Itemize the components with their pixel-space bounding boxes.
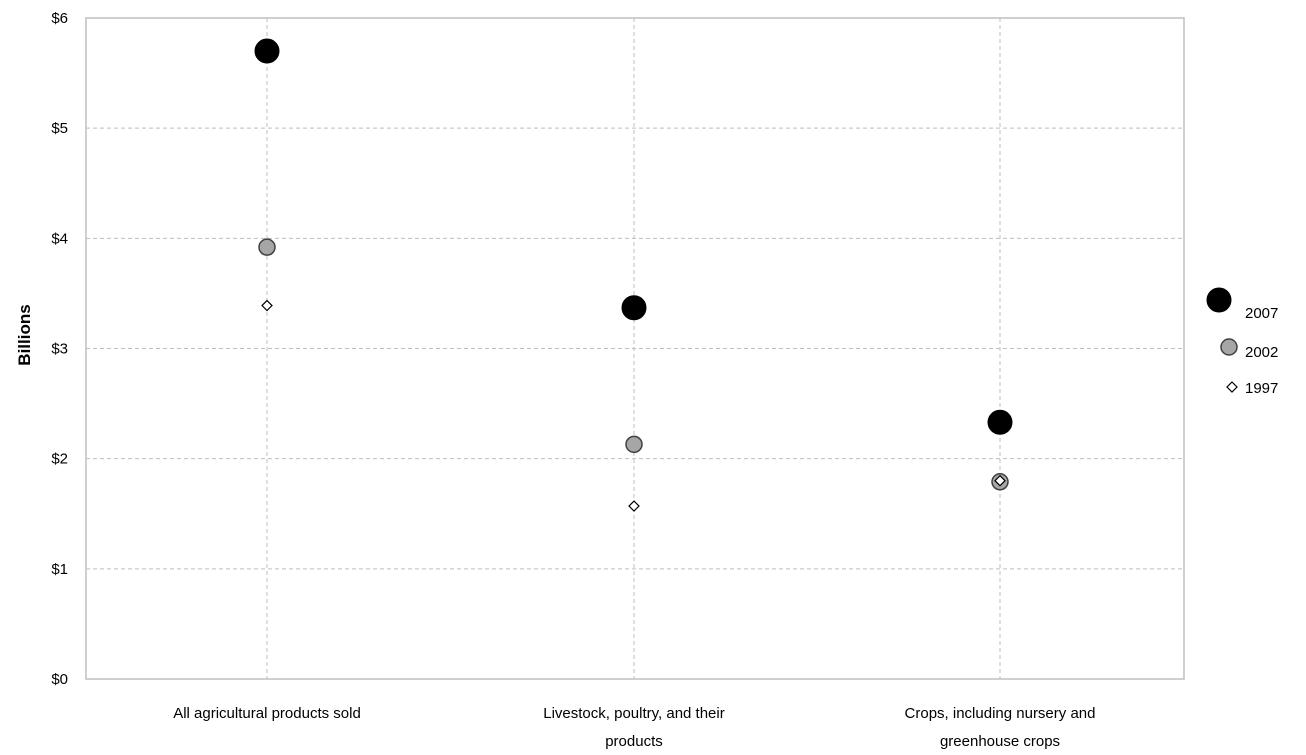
x-tick-label: All agricultural products sold [173,705,361,722]
x-axis: All agricultural products sold Livestock,… [173,705,1095,750]
legend-label: 2002 [1245,344,1278,361]
y-tick-label: $1 [51,561,68,578]
legend-item-2002: 2002 [1220,338,1278,361]
data-point-1997 [628,500,640,512]
y-axis: $0 $1 $2 $3 $4 $5 $6 [51,10,68,688]
legend-item-2007: 2007 [1206,287,1278,322]
x-tick-label: Livestock, poultry, and their [543,705,724,722]
data-point-2007 [621,295,647,321]
grid [86,18,1184,679]
y-tick-label: $4 [51,230,68,247]
plot-area [85,17,1185,680]
y-tick-label: $6 [51,10,68,27]
y-tick-label: $2 [51,451,68,468]
data-point-2002 [1220,338,1238,356]
legend-label: 1997 [1245,380,1278,397]
data-points [254,38,1013,512]
x-tick-label: Crops, including nursery and [905,705,1096,722]
data-point-2002 [625,435,643,454]
y-axis-title: Billions [15,304,34,365]
data-point-1997 [994,474,1006,487]
x-tick-label: products [605,733,663,750]
data-point-1997 [1226,381,1238,393]
y-tick-label: $0 [51,671,68,688]
y-tick-label: $5 [51,120,68,137]
data-point-2007 [1206,287,1232,313]
data-point-2002 [258,238,276,256]
data-point-2007 [254,38,280,64]
x-tick-label: greenhouse crops [940,733,1060,750]
legend-label: 2007 [1245,305,1278,322]
y-tick-label: $3 [51,341,68,358]
data-point-1997 [261,299,273,312]
data-point-2007 [987,409,1013,435]
legend: 2007 2002 1997 [1206,287,1278,397]
legend-item-1997: 1997 [1226,380,1278,397]
